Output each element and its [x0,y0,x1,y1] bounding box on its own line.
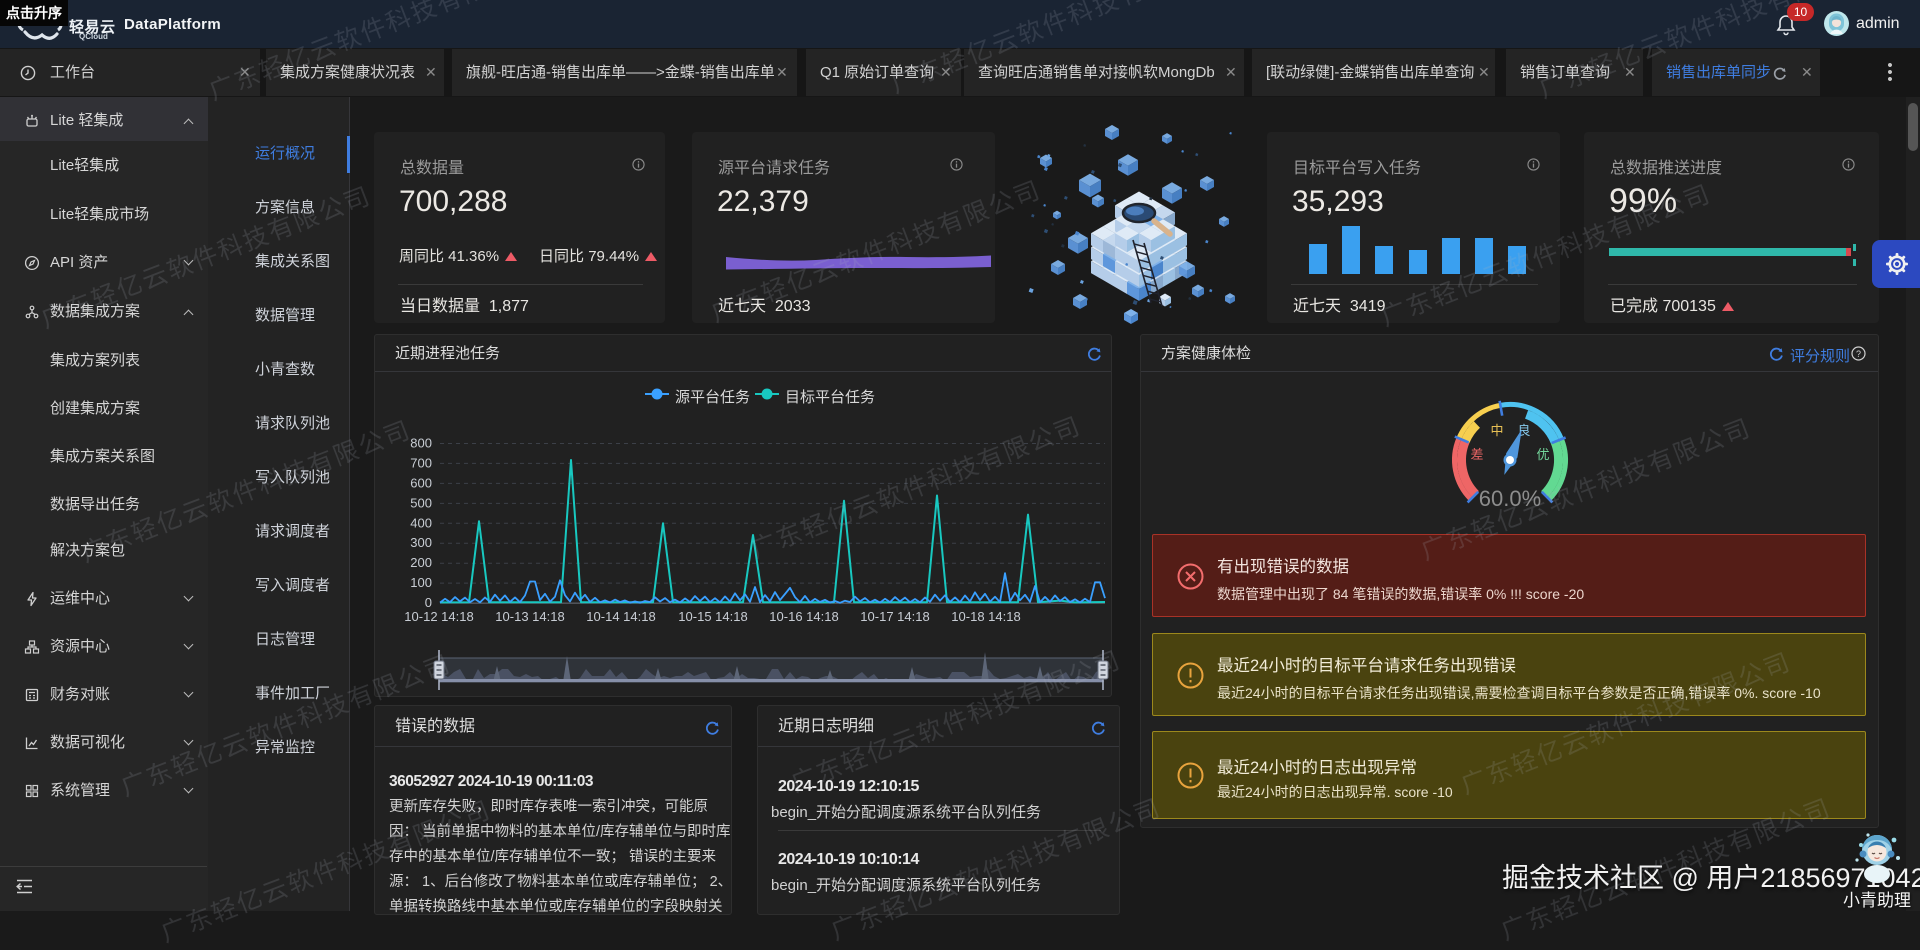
svg-text:0: 0 [425,595,432,610]
svg-text:700: 700 [410,455,432,470]
svg-text:600: 600 [410,475,432,490]
svg-text:300: 300 [410,535,432,550]
svg-text:?: ? [1856,349,1861,359]
svg-text:10-12 14:18: 10-12 14:18 [404,609,473,624]
svg-text:200: 200 [410,555,432,570]
svg-text:10-15 14:18: 10-15 14:18 [678,609,747,624]
svg-text:800: 800 [410,436,432,451]
svg-text:500: 500 [410,495,432,510]
svg-text:10-13 14:18: 10-13 14:18 [495,609,564,624]
svg-text:中: 中 [1490,423,1503,438]
svg-text:100: 100 [410,575,432,590]
svg-text:400: 400 [410,515,432,530]
svg-text:60.0%: 60.0% [1479,486,1541,511]
svg-text:10-16 14:18: 10-16 14:18 [769,609,838,624]
svg-text:优: 优 [1536,447,1549,462]
svg-text:10-18 14:18: 10-18 14:18 [951,609,1020,624]
svg-text:10-14 14:18: 10-14 14:18 [586,609,655,624]
svg-text:差: 差 [1470,447,1483,462]
svg-text:10-17 14:18: 10-17 14:18 [860,609,929,624]
